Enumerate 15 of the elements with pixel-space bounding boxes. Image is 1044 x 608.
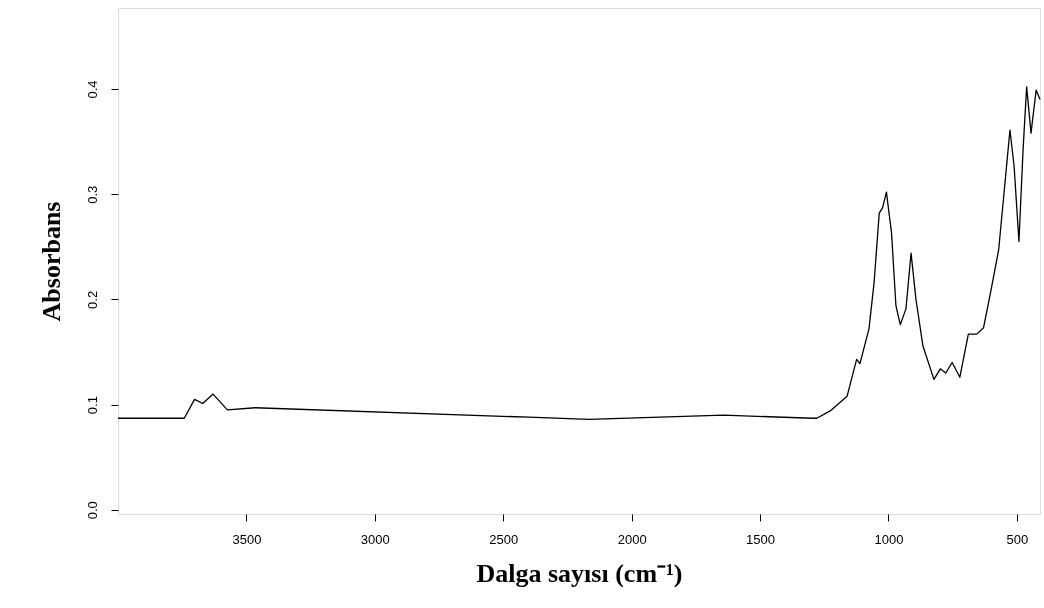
y-tick-label: 0.3 (84, 185, 100, 204)
x-tick-label: 500 (1006, 531, 1029, 547)
y-tick-label: 0.0 (84, 501, 100, 520)
x-tick-label: 1500 (746, 531, 776, 547)
x-tick-label: 2000 (617, 531, 647, 547)
y-axis-title: Absorbans (36, 201, 66, 322)
x-tick-label: 3000 (360, 531, 390, 547)
line-series (117, 86, 1041, 420)
x-tick-label: 3500 (232, 531, 262, 547)
y-tick-label: 0.2 (84, 290, 100, 309)
y-tick-label: 0.4 (84, 80, 100, 99)
y-tick-label: 0.1 (84, 396, 100, 415)
x-axis-title: Dalga sayısı (cm⁻¹) (476, 558, 683, 588)
x-tick-label: 2500 (489, 531, 519, 547)
x-tick-label: 1000 (874, 531, 904, 547)
